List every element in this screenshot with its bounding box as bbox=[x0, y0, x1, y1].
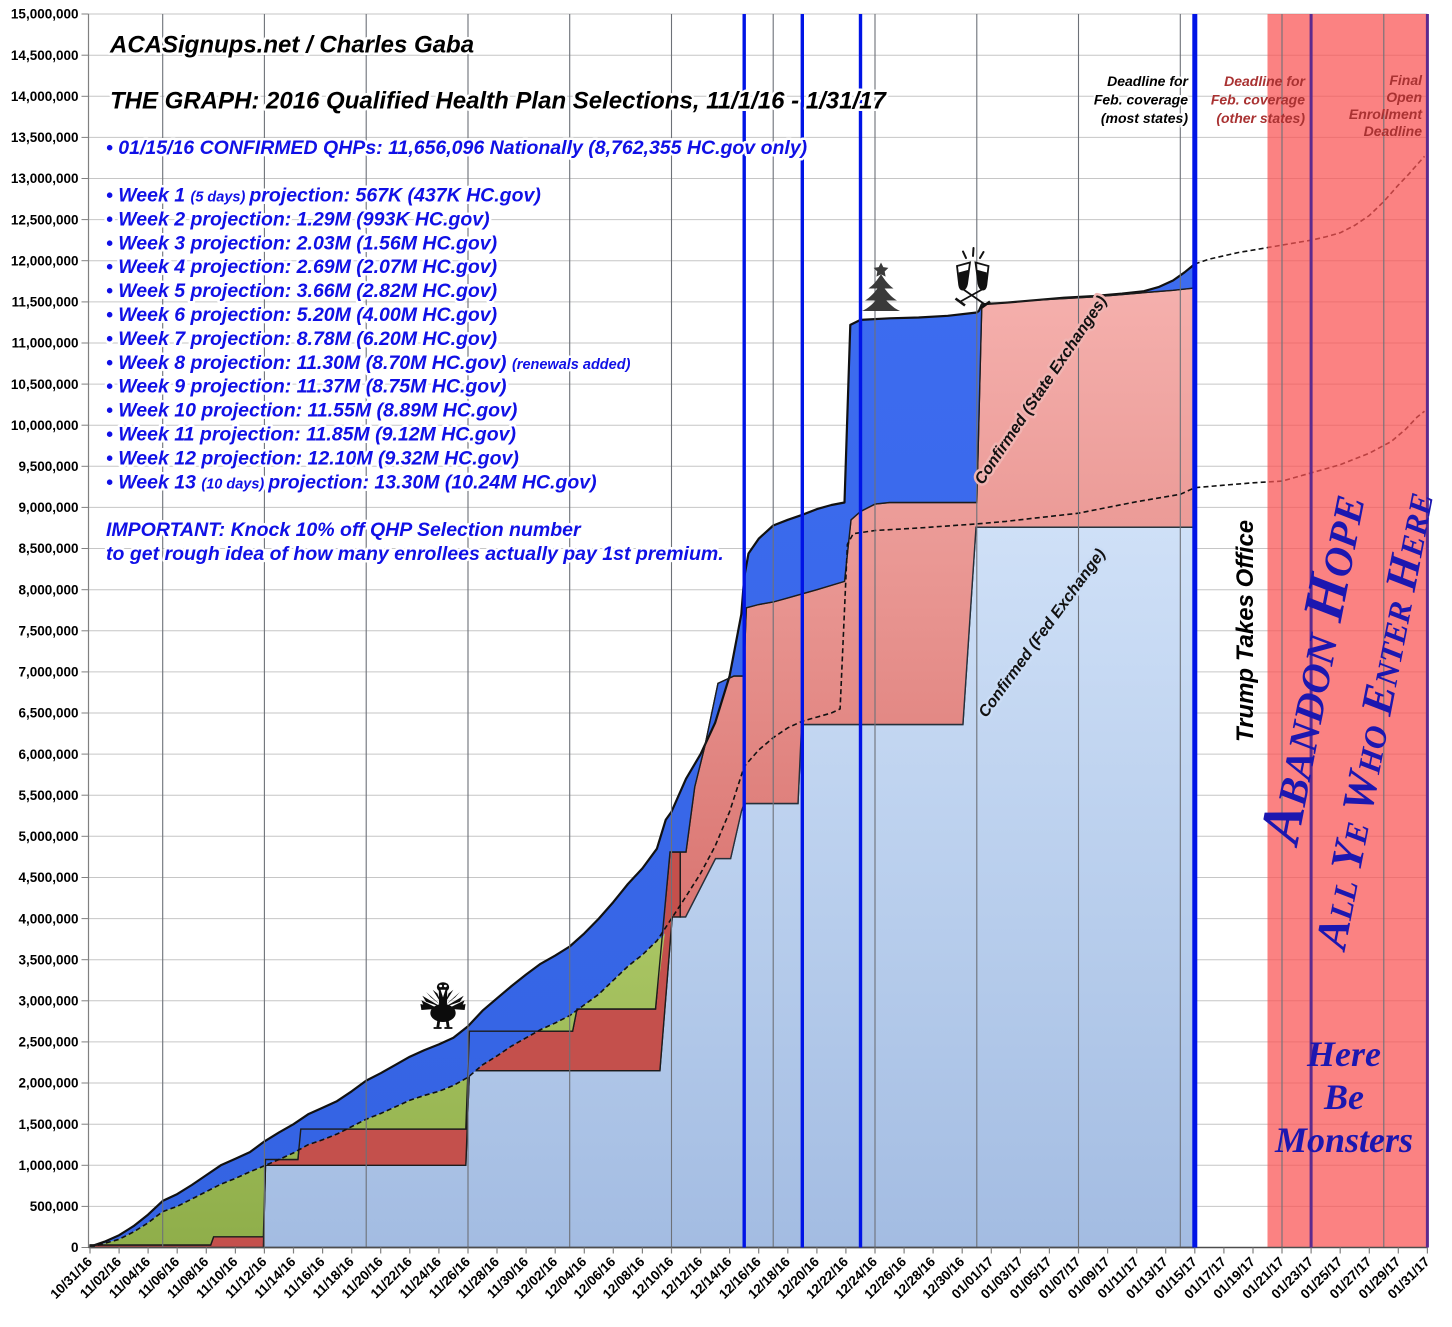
svg-text:7,000,000: 7,000,000 bbox=[18, 665, 78, 680]
svg-text:15,000,000: 15,000,000 bbox=[11, 7, 79, 22]
svg-text:• Week 12 projection: 12.10M (: • Week 12 projection: 12.10M (9.32M HC.g… bbox=[106, 447, 519, 469]
svg-text:13,000,000: 13,000,000 bbox=[11, 171, 79, 186]
svg-text:9,000,000: 9,000,000 bbox=[18, 500, 78, 515]
svg-text:0: 0 bbox=[71, 1240, 79, 1255]
svg-text:(most states): (most states) bbox=[1101, 110, 1188, 126]
svg-text:Enrollment: Enrollment bbox=[1349, 106, 1423, 122]
svg-text:• Week 13 (10 days) projection: • Week 13 (10 days) projection: 13.30M (… bbox=[106, 471, 597, 493]
svg-text:500,000: 500,000 bbox=[30, 1199, 79, 1214]
svg-text:6,500,000: 6,500,000 bbox=[18, 706, 78, 721]
svg-text:Monsters: Monsters bbox=[1274, 1120, 1413, 1160]
svg-text:• Week 9 projection: 11.37M (8: • Week 9 projection: 11.37M (8.75M HC.go… bbox=[106, 376, 507, 398]
svg-text:Deadline for: Deadline for bbox=[1224, 73, 1306, 89]
svg-text:10,500,000: 10,500,000 bbox=[11, 377, 79, 392]
svg-text:IMPORTANT: Knock 10% off QHP S: IMPORTANT: Knock 10% off QHP Selection n… bbox=[106, 519, 582, 541]
svg-text:Feb. coverage: Feb. coverage bbox=[1211, 92, 1305, 108]
svg-text:1,000,000: 1,000,000 bbox=[18, 1158, 78, 1173]
svg-text:2,500,000: 2,500,000 bbox=[18, 1035, 78, 1050]
svg-text:• Week 11 projection: 11.85M (: • Week 11 projection: 11.85M (9.12M HC.g… bbox=[106, 424, 516, 446]
svg-text:THE GRAPH: 2016 Qualified Heal: THE GRAPH: 2016 Qualified Health Plan Se… bbox=[110, 88, 888, 115]
svg-text:• Week 7 projection: 8.78M (6.: • Week 7 projection: 8.78M (6.20M HC.gov… bbox=[106, 328, 497, 350]
svg-text:• Week 1 (5 days) projection:: • Week 1 (5 days) projection: 567K (437K… bbox=[106, 185, 541, 207]
svg-text:11,500,000: 11,500,000 bbox=[12, 295, 79, 310]
svg-text:Here: Here bbox=[1306, 1034, 1381, 1074]
svg-text:14,500,000: 14,500,000 bbox=[11, 48, 79, 63]
svg-text:4,500,000: 4,500,000 bbox=[18, 870, 78, 885]
svg-text:3,000,000: 3,000,000 bbox=[18, 994, 78, 1009]
svg-text:• Week 10 projection: 11.55M (: • Week 10 projection: 11.55M (8.89M HC.g… bbox=[106, 400, 517, 422]
svg-text:5,500,000: 5,500,000 bbox=[18, 788, 78, 803]
svg-text:4,000,000: 4,000,000 bbox=[18, 911, 78, 926]
svg-text:• Week 2 projection: 1.29M (99: • Week 2 projection: 1.29M (993K HC.gov) bbox=[106, 208, 490, 230]
svg-text:14,000,000: 14,000,000 bbox=[11, 89, 79, 104]
svg-text:Feb. coverage: Feb. coverage bbox=[1094, 92, 1188, 108]
svg-text:Final: Final bbox=[1389, 72, 1423, 88]
svg-text:• Week 5 projection: 3.66M (2.: • Week 5 projection: 3.66M (2.82M HC.gov… bbox=[106, 280, 497, 302]
svg-text:5,000,000: 5,000,000 bbox=[18, 829, 78, 844]
svg-text:8,500,000: 8,500,000 bbox=[18, 541, 78, 556]
svg-text:to get rough idea of how many: to get rough idea of how many enrollees … bbox=[106, 543, 724, 565]
svg-text:• Week 3 projection: 2.03M (1.: • Week 3 projection: 2.03M (1.56M HC.gov… bbox=[106, 232, 497, 254]
svg-text:2,000,000: 2,000,000 bbox=[18, 1076, 78, 1091]
svg-text:3,500,000: 3,500,000 bbox=[18, 952, 78, 967]
svg-text:• Week 4 projection: 2.69M (2.: • Week 4 projection: 2.69M (2.07M HC.gov… bbox=[106, 256, 497, 278]
svg-text:13,500,000: 13,500,000 bbox=[11, 130, 79, 145]
svg-text:12,500,000: 12,500,000 bbox=[11, 212, 79, 227]
svg-text:• Week 8 projection: 11.30M (8: • Week 8 projection: 11.30M (8.70M HC.go… bbox=[106, 352, 631, 374]
svg-text:(other states): (other states) bbox=[1216, 110, 1305, 126]
svg-text:7,500,000: 7,500,000 bbox=[18, 624, 78, 639]
svg-text:9,500,000: 9,500,000 bbox=[18, 459, 78, 474]
svg-text:12,000,000: 12,000,000 bbox=[11, 253, 79, 268]
svg-text:Be: Be bbox=[1323, 1077, 1364, 1117]
svg-text:ACASignups.net / Charles Gaba: ACASignups.net / Charles Gaba bbox=[109, 32, 474, 59]
svg-text:Trump Takes Office: Trump Takes Office bbox=[1232, 520, 1259, 742]
svg-text:Open: Open bbox=[1386, 89, 1422, 105]
svg-text:11,000,000: 11,000,000 bbox=[12, 336, 79, 351]
svg-text:1,500,000: 1,500,000 bbox=[18, 1117, 78, 1132]
svg-text:Deadline for: Deadline for bbox=[1107, 73, 1189, 89]
svg-text:8,000,000: 8,000,000 bbox=[18, 582, 78, 597]
svg-text:Deadline: Deadline bbox=[1364, 123, 1423, 139]
svg-text:• Week 6 projection: 5.20M (4.: • Week 6 projection: 5.20M (4.00M HC.gov… bbox=[106, 304, 497, 326]
svg-text:10,000,000: 10,000,000 bbox=[11, 418, 79, 433]
svg-text:• 01/15/16 CONFIRMED QHPs: 11,: • 01/15/16 CONFIRMED QHPs: 11,656,096 Na… bbox=[106, 137, 807, 159]
svg-text:6,000,000: 6,000,000 bbox=[18, 747, 78, 762]
